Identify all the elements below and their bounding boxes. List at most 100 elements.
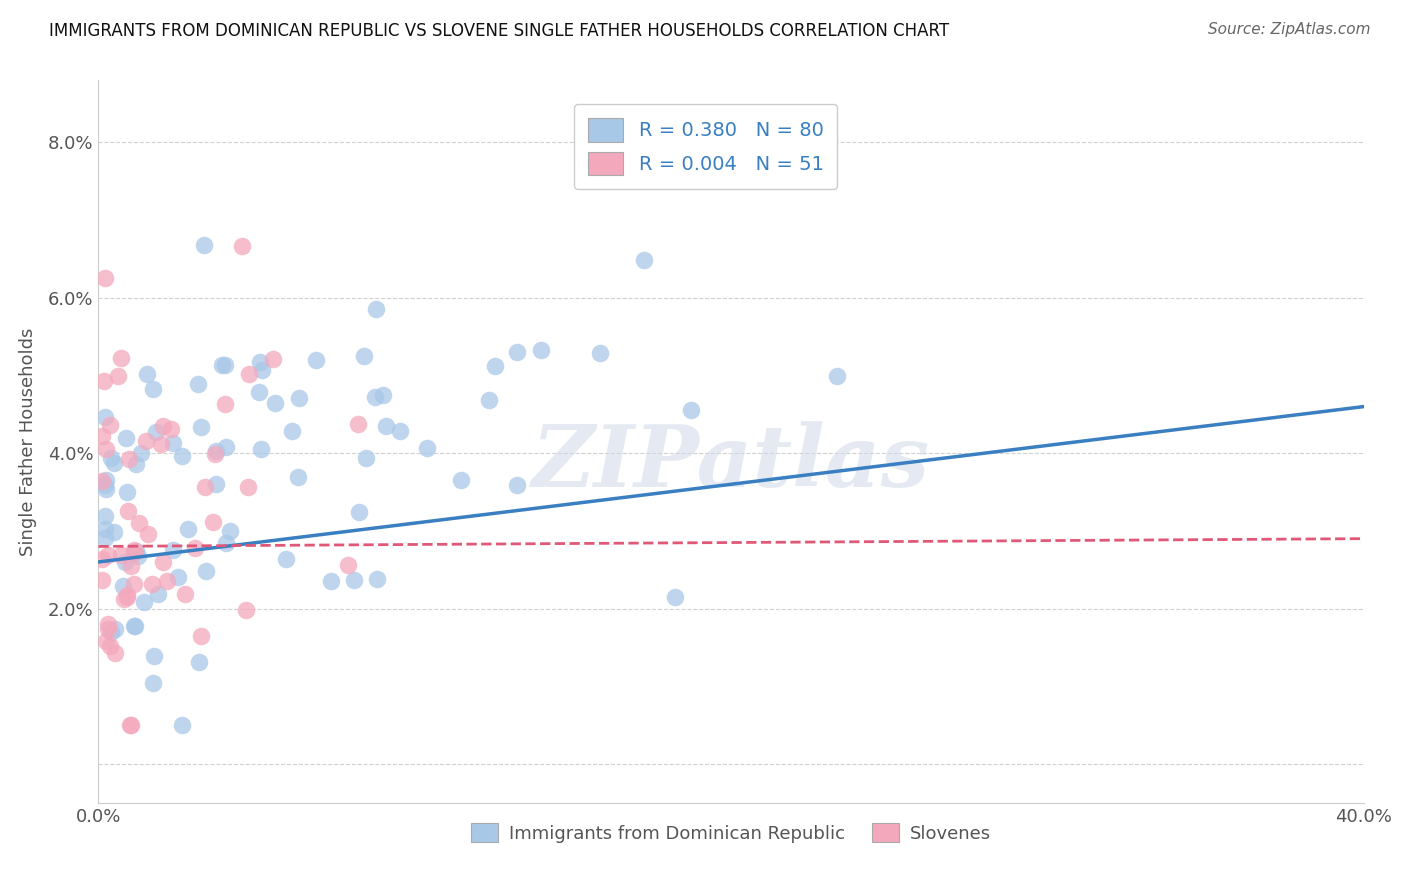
Y-axis label: Single Father Households: Single Father Households [18, 327, 37, 556]
Point [100, 417, 122, 432]
Point [342, 573, 364, 587]
Point [484, 359, 506, 374]
Point [190, 420, 212, 434]
Point [115, 588, 138, 602]
Point [211, 358, 233, 372]
Point [238, 367, 260, 381]
Point [187, 377, 209, 392]
Point [336, 558, 359, 572]
Point [124, 619, 146, 633]
Point [156, 574, 179, 588]
Point [204, 447, 226, 461]
Point [373, 387, 395, 401]
Point [214, 397, 236, 411]
Point [128, 516, 150, 530]
Point [177, 522, 200, 536]
Point [122, 543, 145, 558]
Point [117, 504, 139, 518]
Point [160, 422, 183, 436]
Point [107, 369, 129, 384]
Point [219, 524, 242, 539]
Point [94, 633, 117, 648]
Point [112, 592, 135, 607]
Point [93, 410, 117, 425]
Point [96, 483, 118, 497]
Point [94, 271, 117, 285]
Point [120, 558, 142, 573]
Point [478, 392, 501, 407]
Point [104, 646, 127, 660]
Point [264, 396, 287, 410]
Point [250, 362, 273, 376]
Point [347, 417, 370, 431]
Point [274, 552, 297, 566]
Point [162, 435, 184, 450]
Point [172, 718, 194, 732]
Point [135, 367, 157, 381]
Point [127, 549, 149, 563]
Point [235, 602, 257, 616]
Point [117, 590, 139, 604]
Point [681, 403, 703, 417]
Point [90, 474, 112, 488]
Point [143, 648, 166, 663]
Point [174, 587, 197, 601]
Point [215, 441, 238, 455]
Point [98, 639, 121, 653]
Point [505, 345, 527, 359]
Point [664, 590, 686, 604]
Text: IMMIGRANTS FROM DOMINICAN REPUBLIC VS SLOVENE SINGLE FATHER HOUSEHOLDS CORRELATI: IMMIGRANTS FROM DOMINICAN REPUBLIC VS SL… [49, 22, 949, 40]
Point [100, 450, 122, 465]
Point [195, 564, 218, 578]
Point [633, 253, 655, 268]
Point [145, 425, 167, 439]
Point [247, 385, 270, 400]
Point [214, 535, 236, 549]
Point [114, 555, 136, 569]
Point [364, 301, 387, 316]
Point [416, 442, 439, 456]
Point [288, 391, 311, 405]
Point [125, 458, 148, 472]
Point [103, 622, 125, 636]
Point [287, 470, 309, 484]
Point [90, 429, 112, 443]
Point [135, 434, 157, 449]
Point [190, 629, 212, 643]
Point [93, 478, 117, 492]
Point [152, 419, 174, 434]
Point [205, 444, 228, 458]
Point [184, 541, 207, 555]
Point [349, 505, 371, 519]
Point [142, 382, 165, 396]
Point [97, 548, 120, 562]
Point [450, 474, 472, 488]
Text: ZIPatlas: ZIPatlas [531, 421, 931, 505]
Point [262, 352, 284, 367]
Point [505, 477, 527, 491]
Point [194, 480, 217, 494]
Point [122, 545, 145, 559]
Point [117, 485, 139, 500]
Point [93, 509, 117, 524]
Point [356, 451, 378, 466]
Point [193, 238, 215, 252]
Point [129, 446, 152, 460]
Point [110, 351, 132, 365]
Point [141, 577, 163, 591]
Point [97, 622, 120, 636]
Point [162, 543, 184, 558]
Point [280, 424, 302, 438]
Point [115, 431, 138, 445]
Point [146, 586, 169, 600]
Point [93, 531, 117, 545]
Point [134, 595, 156, 609]
Point [90, 573, 112, 587]
Legend: Immigrants from Dominican Republic, Slovenes: Immigrants from Dominican Republic, Slov… [463, 814, 1000, 852]
Point [231, 239, 253, 253]
Point [363, 390, 385, 404]
Point [125, 544, 148, 558]
Point [170, 449, 193, 463]
Point [202, 516, 225, 530]
Point [589, 346, 612, 360]
